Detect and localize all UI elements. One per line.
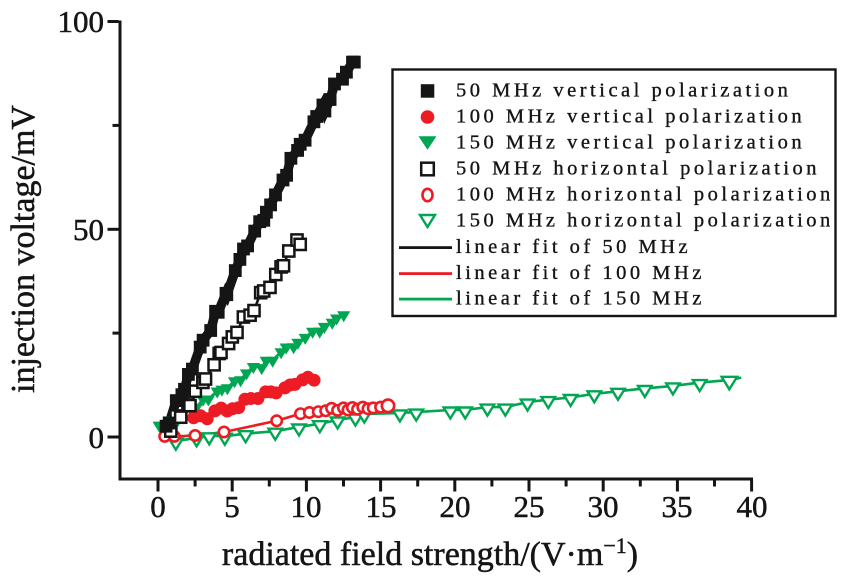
svg-text:100: 100 xyxy=(58,4,105,39)
svg-text:10: 10 xyxy=(291,489,322,524)
svg-text:100 MHz horizontal polarizatio: 100 MHz horizontal polarization xyxy=(456,184,834,206)
svg-text:25: 25 xyxy=(514,489,545,524)
svg-text:20: 20 xyxy=(440,489,471,524)
svg-text:150 MHz vertical polarization: 150 MHz vertical polarization xyxy=(456,132,805,154)
svg-text:radiated field strength/(V·m−1: radiated field strength/(V·m−1) xyxy=(222,533,638,573)
svg-text:100 MHz vertical polarization: 100 MHz vertical polarization xyxy=(456,106,805,128)
svg-text:0: 0 xyxy=(150,489,166,524)
svg-text:15: 15 xyxy=(366,489,397,524)
svg-text:40: 40 xyxy=(737,489,768,524)
svg-text:5: 5 xyxy=(224,489,240,524)
svg-text:injection voltage/mV: injection voltage/mV xyxy=(5,105,42,393)
svg-text:50 MHz horizontal polarization: 50 MHz horizontal polarization xyxy=(456,158,820,180)
svg-text:50 MHz vertical polarization: 50 MHz vertical polarization xyxy=(456,80,791,102)
svg-text:35: 35 xyxy=(662,489,693,524)
svg-text:150 MHz horizontal polarizatio: 150 MHz horizontal polarization xyxy=(456,210,834,232)
svg-text:50: 50 xyxy=(73,212,104,247)
svg-text:linear fit of 150 MHz: linear fit of 150 MHz xyxy=(456,288,705,310)
svg-text:0: 0 xyxy=(89,420,105,455)
svg-text:linear fit of 100 MHz: linear fit of 100 MHz xyxy=(456,262,705,284)
svg-text:linear fit of 50 MHz: linear fit of 50 MHz xyxy=(456,236,691,258)
svg-text:30: 30 xyxy=(588,489,619,524)
